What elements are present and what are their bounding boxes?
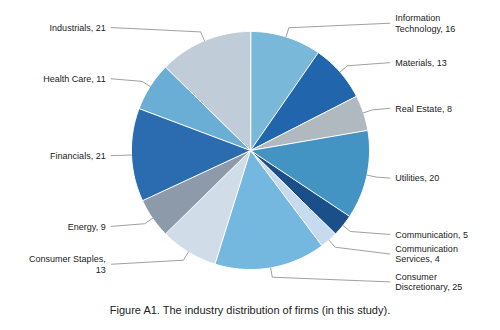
- svg-text:CommunicationServices, 4: CommunicationServices, 4: [395, 244, 458, 264]
- svg-text:Financials, 21: Financials, 21: [50, 151, 106, 161]
- svg-text:Consumer Staples,13: Consumer Staples,13: [29, 254, 106, 274]
- html-text:Figure A1. The industry distri: Figure A1. The industry distribution of …: [109, 304, 391, 316]
- svg-text:ConsumerDiscretionary, 25: ConsumerDiscretionary, 25: [395, 272, 462, 292]
- svg-text:Materials, 13: Materials, 13: [395, 58, 447, 68]
- svg-text:Industrials, 21: Industrials, 21: [50, 23, 106, 33]
- svg-text:InformationTechnology, 16: InformationTechnology, 16: [395, 13, 455, 33]
- svg-text:Utilities, 20: Utilities, 20: [395, 173, 439, 183]
- svg-text:Communication, 5: Communication, 5: [395, 230, 468, 240]
- svg-text:Health Care, 11: Health Care, 11: [43, 74, 105, 84]
- svg-text:Real Estate, 8: Real Estate, 8: [395, 104, 452, 114]
- svg-text:Energy, 9: Energy, 9: [68, 222, 106, 232]
